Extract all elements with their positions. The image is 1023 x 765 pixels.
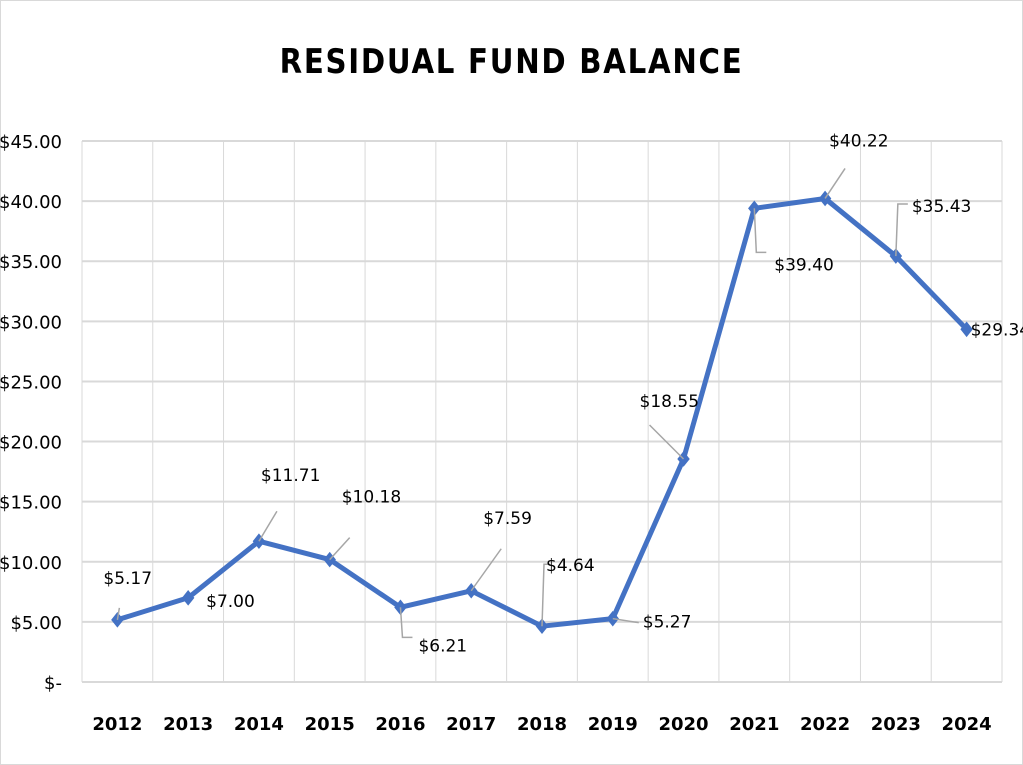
y-tick-label: $35.00 xyxy=(0,252,62,273)
x-tick-label: 2015 xyxy=(305,714,355,735)
data-label: $4.64 xyxy=(546,556,595,576)
data-label-leader xyxy=(116,607,121,620)
y-tick-label: $30.00 xyxy=(0,312,62,333)
data-label-leader xyxy=(258,510,278,542)
x-tick-label: 2012 xyxy=(92,714,142,735)
x-tick-label: 2021 xyxy=(729,714,779,735)
data-label-leader xyxy=(470,548,502,592)
x-tick-label: 2023 xyxy=(871,714,921,735)
y-tick-label: $15.00 xyxy=(0,493,62,514)
data-label-leader xyxy=(612,617,639,624)
x-tick-label: 2017 xyxy=(446,714,496,735)
data-label-leader xyxy=(329,537,351,561)
data-label-leader xyxy=(824,168,846,199)
data-label: $35.43 xyxy=(912,197,971,217)
chart-title: RESIDUAL FUND BALANCE xyxy=(279,42,744,82)
data-label-leader xyxy=(649,424,685,460)
data-label: $40.22 xyxy=(829,131,888,151)
y-tick-label: $20.00 xyxy=(0,433,62,454)
x-tick-label: 2024 xyxy=(942,714,992,735)
x-tick-label: 2018 xyxy=(517,714,567,735)
data-label: $5.17 xyxy=(103,569,152,589)
data-label: $6.21 xyxy=(418,636,467,656)
data-point-marker xyxy=(960,321,973,338)
y-tick-label: $10.00 xyxy=(0,553,62,574)
data-label: $10.18 xyxy=(342,488,401,508)
y-tick-label: $40.00 xyxy=(0,192,62,213)
data-label-leader xyxy=(753,208,767,254)
y-tick-label: $5.00 xyxy=(10,613,62,634)
data-label: $18.55 xyxy=(640,392,699,412)
x-tick-label: 2013 xyxy=(163,714,213,735)
data-label-leader xyxy=(895,203,908,257)
x-tick-label: 2022 xyxy=(800,714,850,735)
data-label-leader xyxy=(399,607,413,639)
x-tick-label: 2016 xyxy=(375,714,425,735)
data-label: $39.40 xyxy=(774,255,833,275)
data-label: $11.71 xyxy=(261,466,320,486)
data-label: $29.34 xyxy=(971,320,1023,340)
data-label: $7.59 xyxy=(483,509,532,529)
x-tick-label: 2020 xyxy=(658,714,708,735)
data-label: $7.00 xyxy=(206,592,255,612)
data-point-marker xyxy=(181,590,195,606)
data-label-leader xyxy=(541,563,550,627)
y-tick-label: $- xyxy=(44,673,62,694)
x-tick-label: 2019 xyxy=(588,714,638,735)
y-tick-label: $45.00 xyxy=(0,132,62,153)
data-label: $5.27 xyxy=(643,613,692,633)
x-tick-label: 2014 xyxy=(234,714,284,735)
y-tick-label: $25.00 xyxy=(0,372,62,393)
